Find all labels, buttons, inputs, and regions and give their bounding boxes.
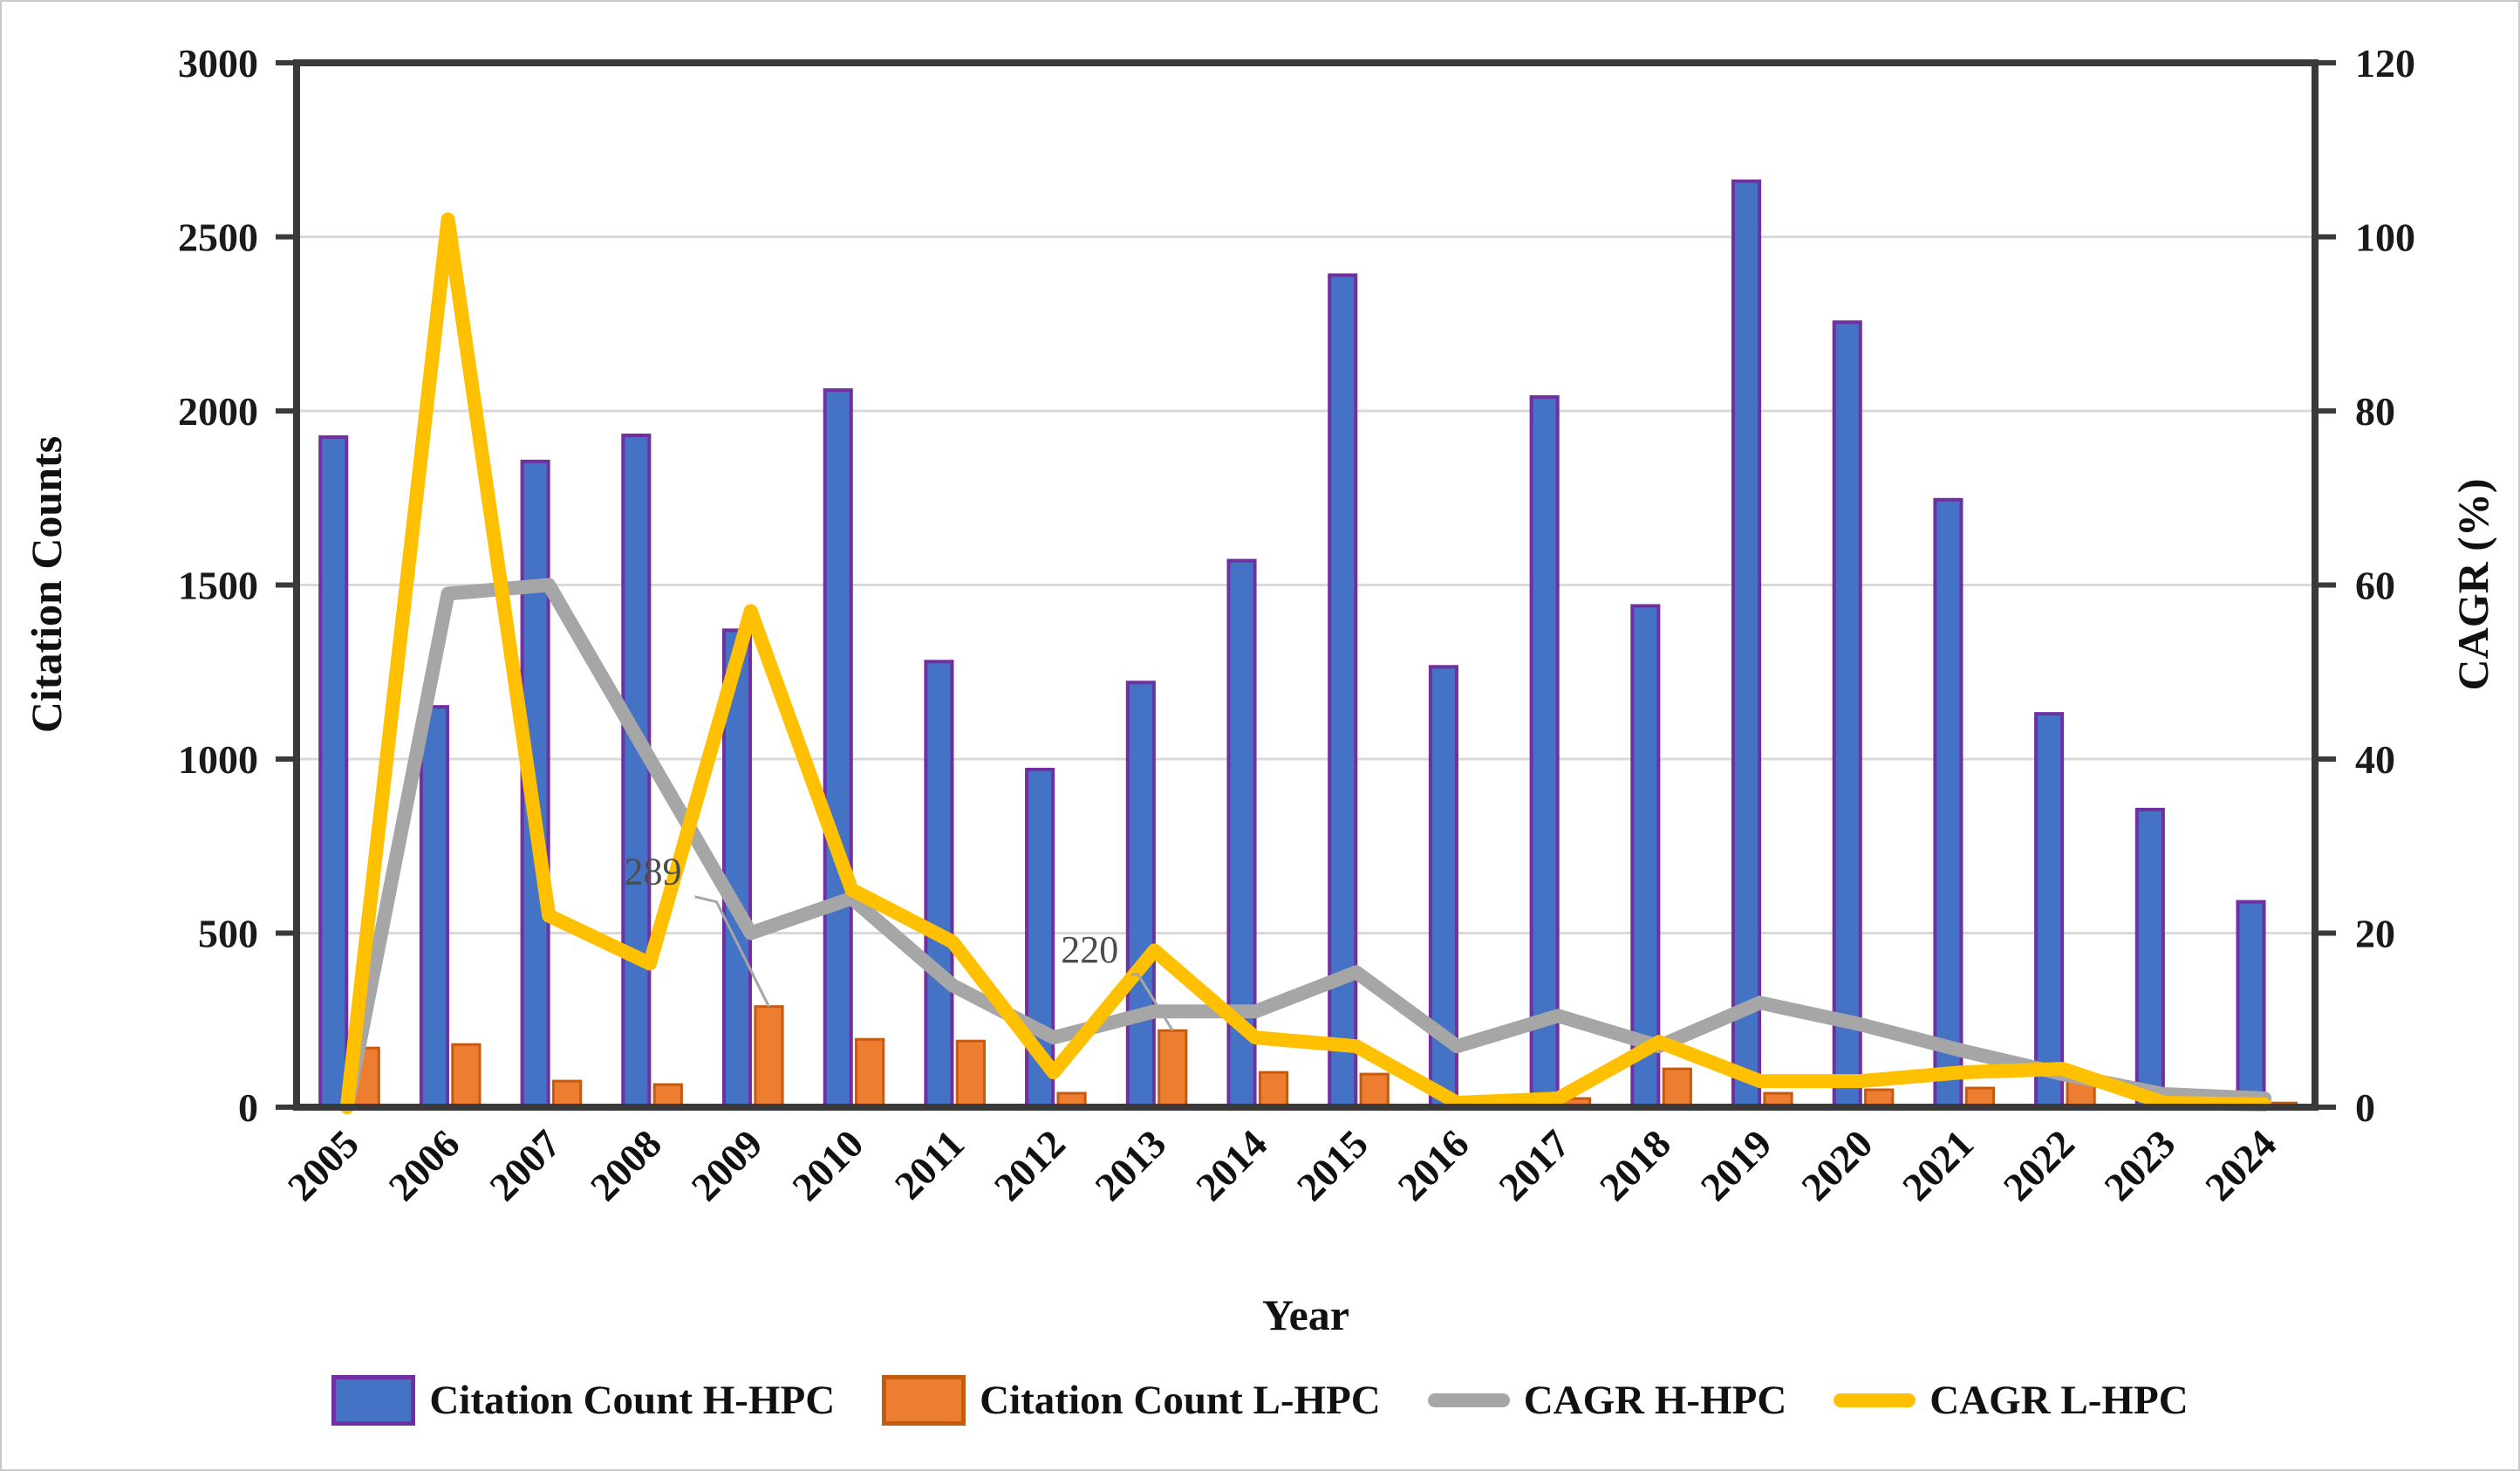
right-tick-label-20: 20 [2355,912,2395,956]
legend-item-cagr-h-hpc: CAGR H-HPC [1427,1377,1787,1424]
line-cagr-l-hpc [339,212,2272,1114]
left-tick-label-2000: 2000 [178,389,258,434]
year-label-2007: 2007 [481,1121,569,1209]
year-label-2019: 2019 [1692,1121,1780,1209]
left-tick-label-2500: 2500 [178,216,258,260]
left-axis-title: Citation Counts [22,436,71,733]
right-tick-label-100: 100 [2355,216,2415,260]
blue-bar-swatch-icon [331,1375,416,1426]
gridlines-layer [276,60,2336,1110]
bar-citation-count-h-hpc-2013 [1125,681,1156,1109]
bar-citation-count-h-hpc-2005 [318,434,349,1109]
bar-citation-count-h-hpc-2010 [823,388,853,1109]
annotations-layer: 289 220 [624,851,1174,1032]
year-label-2017: 2017 [1490,1121,1578,1209]
bar-citation-count-l-hpc-2010 [855,1037,885,1109]
bar-citation-count-h-hpc-2017 [1529,395,1560,1110]
year-label-2020: 2020 [1793,1121,1881,1209]
left-tick-label-500: 500 [198,912,258,956]
right-tick-label-0: 0 [2355,1085,2375,1130]
plot-frame-layer [293,59,2319,1111]
year-label-2010: 2010 [783,1121,871,1209]
bar-citation-count-l-hpc-2014 [1258,1071,1289,1109]
right-axis-title: CAGR (%) [2448,478,2497,690]
bar-citation-count-l-hpc-2007 [551,1079,583,1109]
bar-citation-count-l-hpc-2015 [1359,1072,1390,1109]
year-label-2013: 2013 [1086,1121,1174,1209]
year-label-2008: 2008 [582,1121,670,1209]
lines-layer [339,212,2272,1114]
bar-citation-count-l-hpc-2011 [955,1039,986,1109]
year-label-2012: 2012 [986,1121,1074,1209]
plot-border [293,59,2319,1111]
bars-layer [318,179,2298,1110]
legend-item-citation-count-h-hpc: Citation Count H-HPC [331,1375,835,1426]
year-label-2023: 2023 [2095,1121,2183,1209]
annotation-289: 289 [624,851,681,893]
bar-citation-count-l-hpc-2009 [754,1005,784,1109]
year-label-2016: 2016 [1390,1121,1478,1209]
bar-citation-count-h-hpc-2023 [2134,807,2165,1109]
year-label-2024: 2024 [2196,1121,2284,1209]
leader-line-289 [694,895,770,1008]
bar-citation-count-l-hpc-2013 [1158,1029,1188,1109]
year-label-2006: 2006 [380,1121,468,1209]
right-tick-label-60: 60 [2355,564,2395,608]
legend-label: Citation Count L-HPC [980,1378,1381,1423]
year-label-2009: 2009 [683,1121,771,1209]
bar-citation-count-l-hpc-2018 [1662,1067,1692,1109]
line-cagr-h-hpc [339,578,2272,1114]
legend-label: Citation Count H-HPC [429,1378,836,1423]
left-tick-label-1000: 1000 [178,737,258,782]
year-label-2018: 2018 [1591,1121,1679,1209]
bar-citation-count-h-hpc-2018 [1630,604,1661,1109]
year-label-2015: 2015 [1288,1121,1376,1209]
right-tick-label-120: 120 [2355,41,2415,86]
year-label-2011: 2011 [886,1121,973,1208]
left-tick-label-0: 0 [238,1085,258,1130]
bar-citation-count-l-hpc-2006 [451,1043,481,1109]
legend-item-cagr-l-hpc: CAGR L-HPC [1834,1377,2189,1424]
bar-citation-count-h-hpc-2020 [1832,320,1862,1109]
x-axis-title: Year [1262,1290,1349,1339]
legend-item-citation-count-l-hpc: Citation Count L-HPC [882,1375,1381,1426]
year-label-2014: 2014 [1187,1121,1275,1209]
legend-label: CAGR L-HPC [1929,1378,2189,1423]
bar-citation-count-h-hpc-2019 [1731,179,1762,1109]
legend: Citation Count H-HPC Citation Count L-HP… [2,1375,2518,1426]
year-label-2021: 2021 [1894,1121,1982,1209]
right-tick-label-80: 80 [2355,389,2395,434]
bar-citation-count-h-hpc-2022 [2034,712,2065,1109]
orange-bar-swatch-icon [882,1375,966,1426]
year-label-2022: 2022 [1995,1121,2083,1209]
legend-label: CAGR H-HPC [1523,1378,1787,1423]
leader-line-220 [1131,972,1174,1032]
year-label-2005: 2005 [279,1121,367,1209]
bar-citation-count-h-hpc-2024 [2236,900,2266,1109]
bar-citation-count-h-hpc-2011 [924,660,954,1110]
gray-line-swatch-icon [1427,1393,1510,1407]
bar-citation-count-h-hpc-2008 [621,433,652,1109]
left-tick-label-3000: 3000 [178,41,258,86]
bar-citation-count-h-hpc-2006 [419,705,449,1110]
right-tick-label-40: 40 [2355,737,2395,782]
bar-citation-count-h-hpc-2021 [1933,497,1963,1109]
annotation-220: 220 [1061,928,1118,971]
yellow-line-swatch-icon [1834,1393,1916,1407]
left-tick-label-1500: 1500 [178,564,258,608]
